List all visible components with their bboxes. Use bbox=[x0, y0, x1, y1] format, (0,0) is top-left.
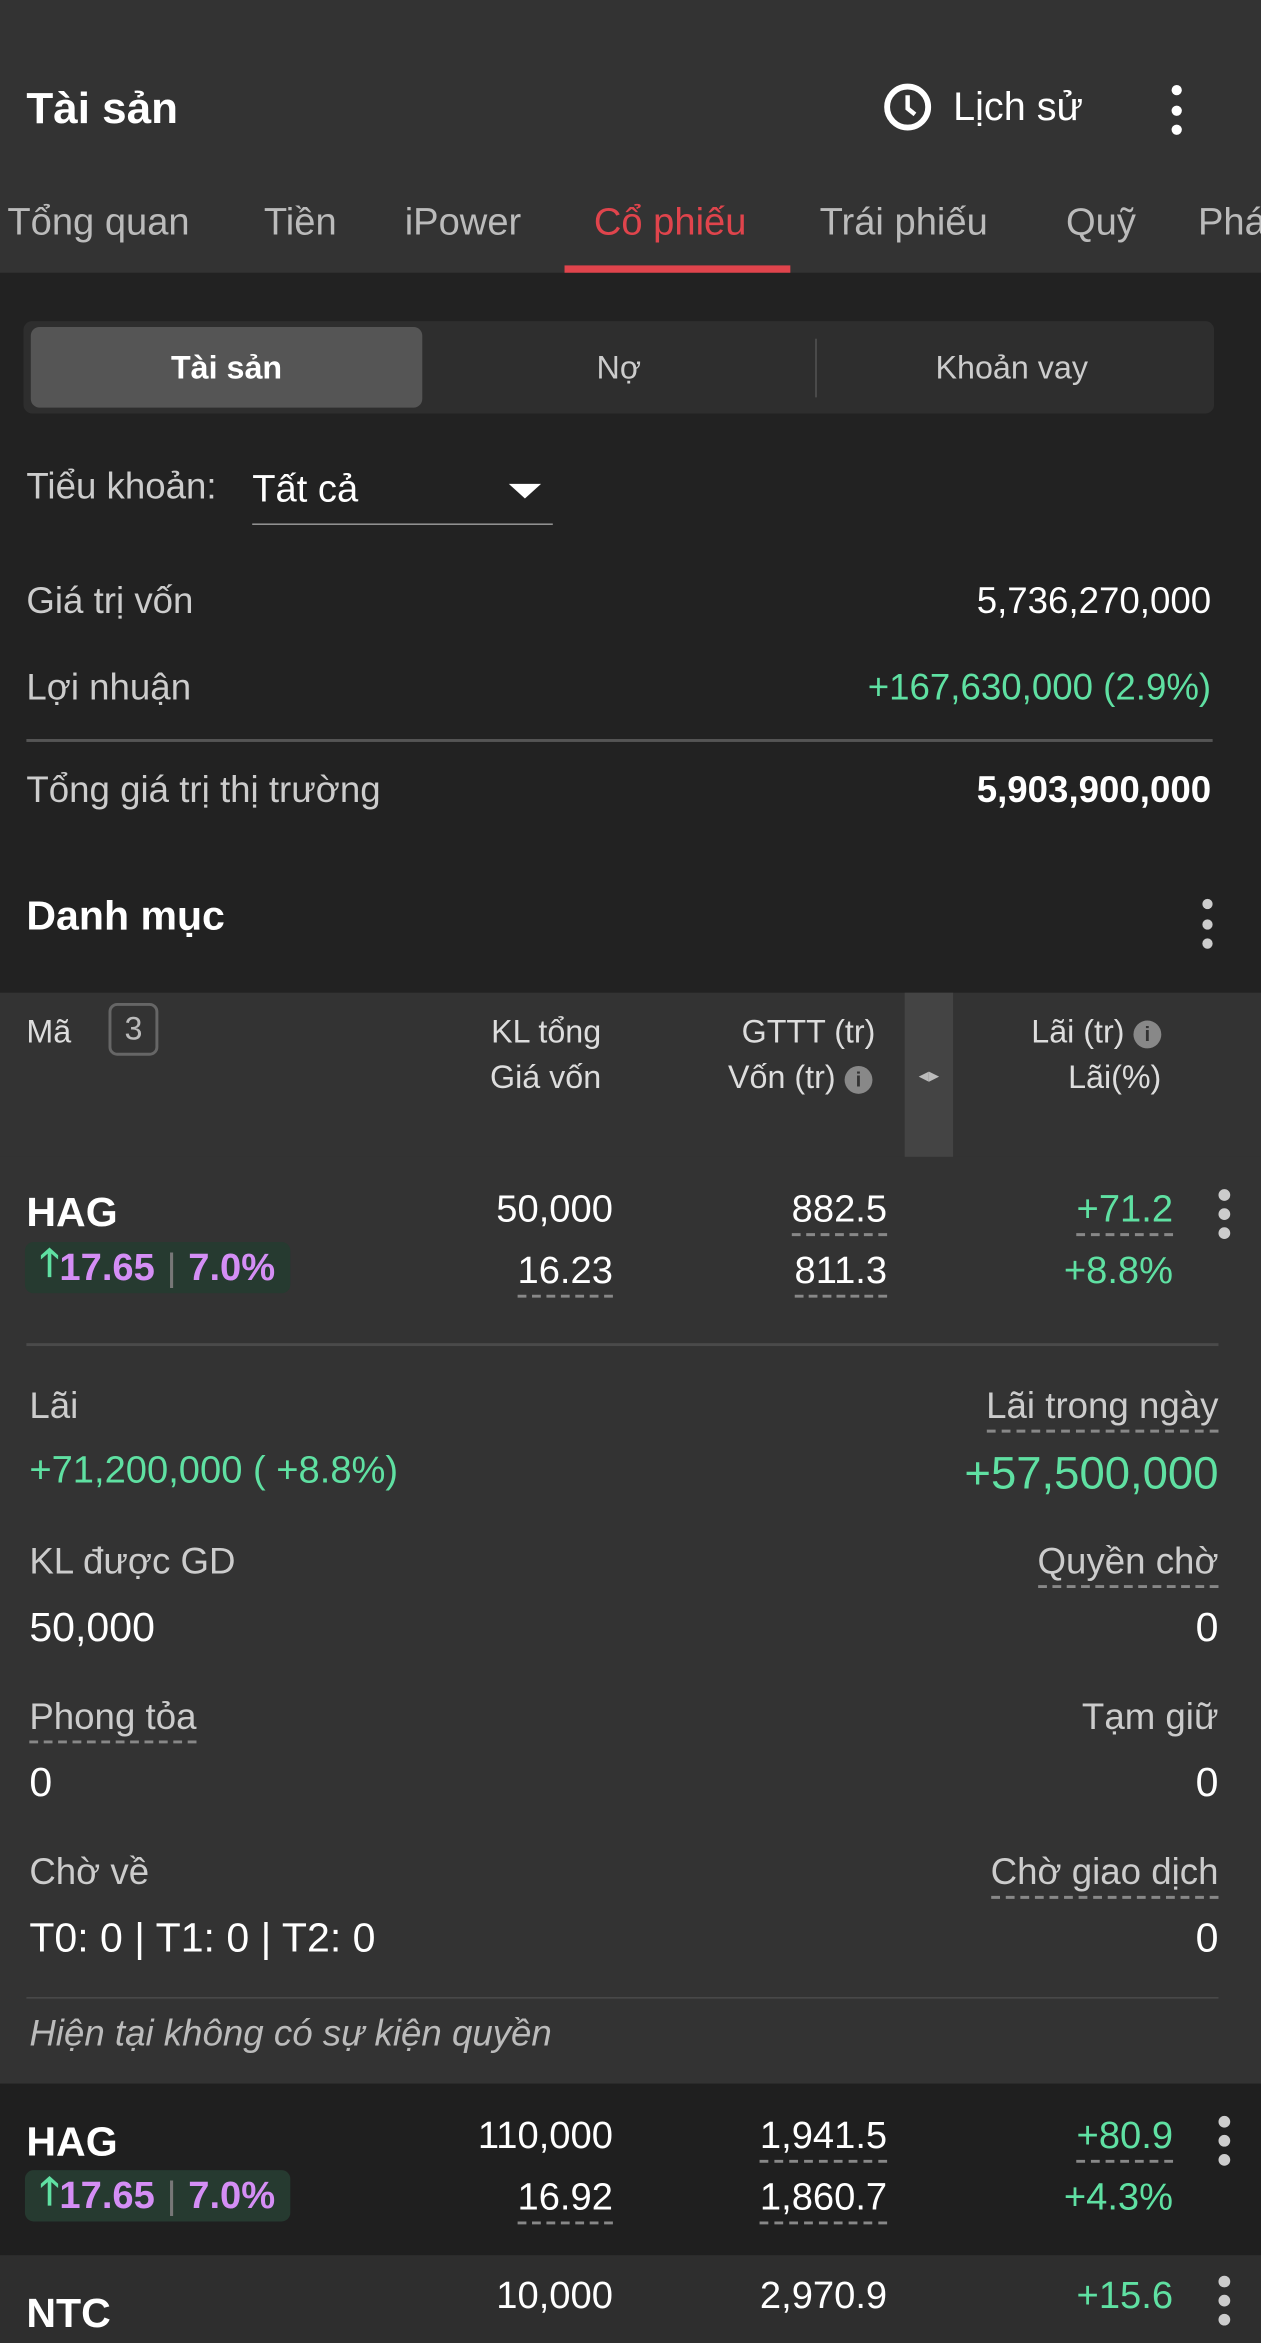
market-value-label: Tổng giá trị thị trường bbox=[26, 769, 381, 811]
volume: 10,000 bbox=[496, 2272, 613, 2317]
volume: 110,000 bbox=[477, 2112, 613, 2157]
col-profit-pct[interactable]: Lãi(%) bbox=[1068, 1058, 1162, 1096]
tab-derivatives[interactable]: Phá bbox=[1197, 199, 1261, 244]
tab-bonds[interactable]: Trái phiếu bbox=[819, 199, 988, 244]
divider bbox=[26, 1997, 1219, 1999]
column-resize-handle[interactable]: ◂▸ bbox=[904, 992, 954, 1157]
detail-profit-label: Lãi bbox=[29, 1385, 79, 1427]
market-value: 882.5 bbox=[791, 1186, 888, 1237]
holding-count-badge: 3 bbox=[108, 1002, 159, 1056]
profit: +71.2 bbox=[1076, 1186, 1174, 1237]
segment-debt[interactable]: Nợ bbox=[596, 348, 642, 385]
capital-value: 5,736,270,000 bbox=[976, 580, 1212, 622]
col-profit[interactable]: Lãi (tr) bbox=[1031, 1013, 1125, 1050]
tradable-label: KL được GD bbox=[29, 1541, 236, 1583]
market-value: 5,903,900,000 bbox=[976, 769, 1212, 811]
cost-price: 16.92 bbox=[517, 2175, 613, 2225]
market-value: 1,941.5 bbox=[759, 2113, 888, 2163]
row-more-icon[interactable] bbox=[1218, 2115, 1231, 2166]
more-menu-icon[interactable] bbox=[1170, 85, 1182, 135]
profit-value: +167,630,000 (2.9%) bbox=[867, 667, 1212, 709]
incoming-label: Chờ về bbox=[29, 1851, 150, 1893]
price: 17.65 bbox=[59, 1244, 155, 1289]
incoming-value: T0: 0 | T1: 0 | T2: 0 bbox=[29, 1914, 376, 1961]
sub-account-value: Tất cả bbox=[252, 466, 359, 511]
capital-label: Giá trị vốn bbox=[26, 580, 194, 622]
info-icon[interactable]: i bbox=[1133, 1020, 1162, 1048]
table-row[interactable]: HAG 🡑 17.65 | 7.0% 50,000 16.23 882.5 811.3… bbox=[0, 1156, 1261, 2084]
table-header: Mã 3 KL tổng Giá vốn GTTT (tr) Vốn (tr) … bbox=[0, 992, 1261, 1157]
history-label: Lịch sử bbox=[953, 84, 1084, 129]
capital: 811.3 bbox=[794, 1248, 888, 1298]
portfolio-more-icon[interactable] bbox=[1201, 898, 1213, 949]
segment-loans[interactable]: Khoản vay bbox=[935, 348, 1088, 385]
hold-value: 0 bbox=[1195, 1759, 1219, 1806]
cost-price: 16.23 bbox=[517, 1248, 613, 1298]
stock-code: HAG bbox=[26, 1189, 118, 1235]
price: 17.65 bbox=[59, 2173, 155, 2218]
price-badge: 🡑 17.65 | 7.0% bbox=[24, 1240, 290, 1294]
segment-assets[interactable]: Tài sản bbox=[30, 326, 423, 408]
profit-pct: +8.8% bbox=[1063, 1247, 1174, 1292]
stock-code: HAG bbox=[26, 2118, 118, 2165]
detail-profit-value: +71,200,000 ( +8.8%) bbox=[29, 1447, 399, 1492]
row-more-icon[interactable] bbox=[1218, 2275, 1231, 2326]
stock-code: NTC bbox=[26, 2290, 111, 2336]
market-value: 2,970.9 bbox=[759, 2272, 888, 2317]
col-code: Mã bbox=[26, 1013, 72, 1050]
row-more-icon[interactable] bbox=[1218, 1189, 1231, 1240]
capital: 1,860.7 bbox=[759, 2175, 888, 2225]
tab-overview[interactable]: Tổng quan bbox=[7, 199, 190, 244]
tab-stocks[interactable]: Cổ phiếu bbox=[593, 199, 747, 244]
app-header bbox=[0, 0, 1261, 273]
expand-arrows-icon: ◂▸ bbox=[918, 1062, 940, 1086]
table-row[interactable]: NTC 10,000 2,970.9 +15.6 bbox=[0, 2255, 1261, 2343]
clock-icon bbox=[884, 83, 932, 131]
arrow-up-icon: 🡑 bbox=[39, 1239, 60, 1284]
tab-ipower[interactable]: iPower bbox=[404, 199, 522, 244]
pending-rights-value: 0 bbox=[1195, 1604, 1219, 1650]
table-row[interactable]: HAG 🡑 17.65 | 7.0% 110,000 16.92 1,941.5 1,… bbox=[0, 2083, 1261, 2256]
caret-down-icon bbox=[508, 483, 542, 499]
divider bbox=[26, 739, 1213, 742]
portfolio-title: Danh mục bbox=[26, 892, 225, 939]
sub-account-dropdown[interactable]: Tất cả bbox=[252, 466, 553, 525]
col-cost-price[interactable]: Giá vốn bbox=[489, 1058, 602, 1096]
segment-control: Tài sản Nợ Khoản vay bbox=[23, 321, 1215, 414]
tab-funds[interactable]: Quỹ bbox=[1066, 199, 1136, 244]
change-pct: 7.0% bbox=[188, 2173, 276, 2218]
hold-label: Tạm giữ bbox=[1081, 1696, 1219, 1738]
col-capital[interactable]: Vốn (tr) bbox=[728, 1058, 836, 1096]
blocked-value: 0 bbox=[29, 1759, 53, 1806]
pending-trade-value: 0 bbox=[1195, 1914, 1219, 1961]
arrow-up-icon: 🡑 bbox=[39, 2167, 60, 2212]
col-market-value[interactable]: GTTT (tr) bbox=[741, 1013, 876, 1050]
no-events-text: Hiện tại không có sự kiện quyền bbox=[29, 2013, 552, 2055]
active-tab-indicator bbox=[564, 265, 791, 273]
divider bbox=[26, 1343, 1219, 1347]
history-button[interactable]: Lịch sử bbox=[883, 82, 1083, 132]
pending-trade-label: Chờ giao dịch bbox=[990, 1852, 1219, 1899]
profit: +15.6 bbox=[1076, 2272, 1174, 2317]
segment-divider bbox=[815, 338, 817, 398]
pending-rights-label: Quyền chờ bbox=[1037, 1541, 1219, 1589]
info-icon[interactable]: i bbox=[844, 1065, 873, 1094]
change-pct: 7.0% bbox=[188, 1244, 276, 1289]
profit-pct: +4.3% bbox=[1063, 2174, 1174, 2219]
day-profit-label: Lãi trong ngày bbox=[986, 1386, 1219, 1433]
profit-label: Lợi nhuận bbox=[26, 667, 192, 709]
tradable-value: 50,000 bbox=[29, 1604, 155, 1650]
tab-cash[interactable]: Tiền bbox=[263, 199, 337, 244]
profit: +80.9 bbox=[1076, 2113, 1174, 2163]
volume: 50,000 bbox=[496, 1186, 613, 1231]
sub-account-label: Tiểu khoản: bbox=[26, 466, 217, 508]
page-title: Tài sản bbox=[26, 85, 178, 134]
col-volume[interactable]: KL tổng bbox=[491, 1013, 602, 1050]
price-badge: 🡑 17.65 | 7.0% bbox=[24, 2168, 290, 2222]
blocked-label: Phong tỏa bbox=[29, 1697, 197, 1744]
day-profit-value: +57,500,000 bbox=[964, 1447, 1219, 1499]
